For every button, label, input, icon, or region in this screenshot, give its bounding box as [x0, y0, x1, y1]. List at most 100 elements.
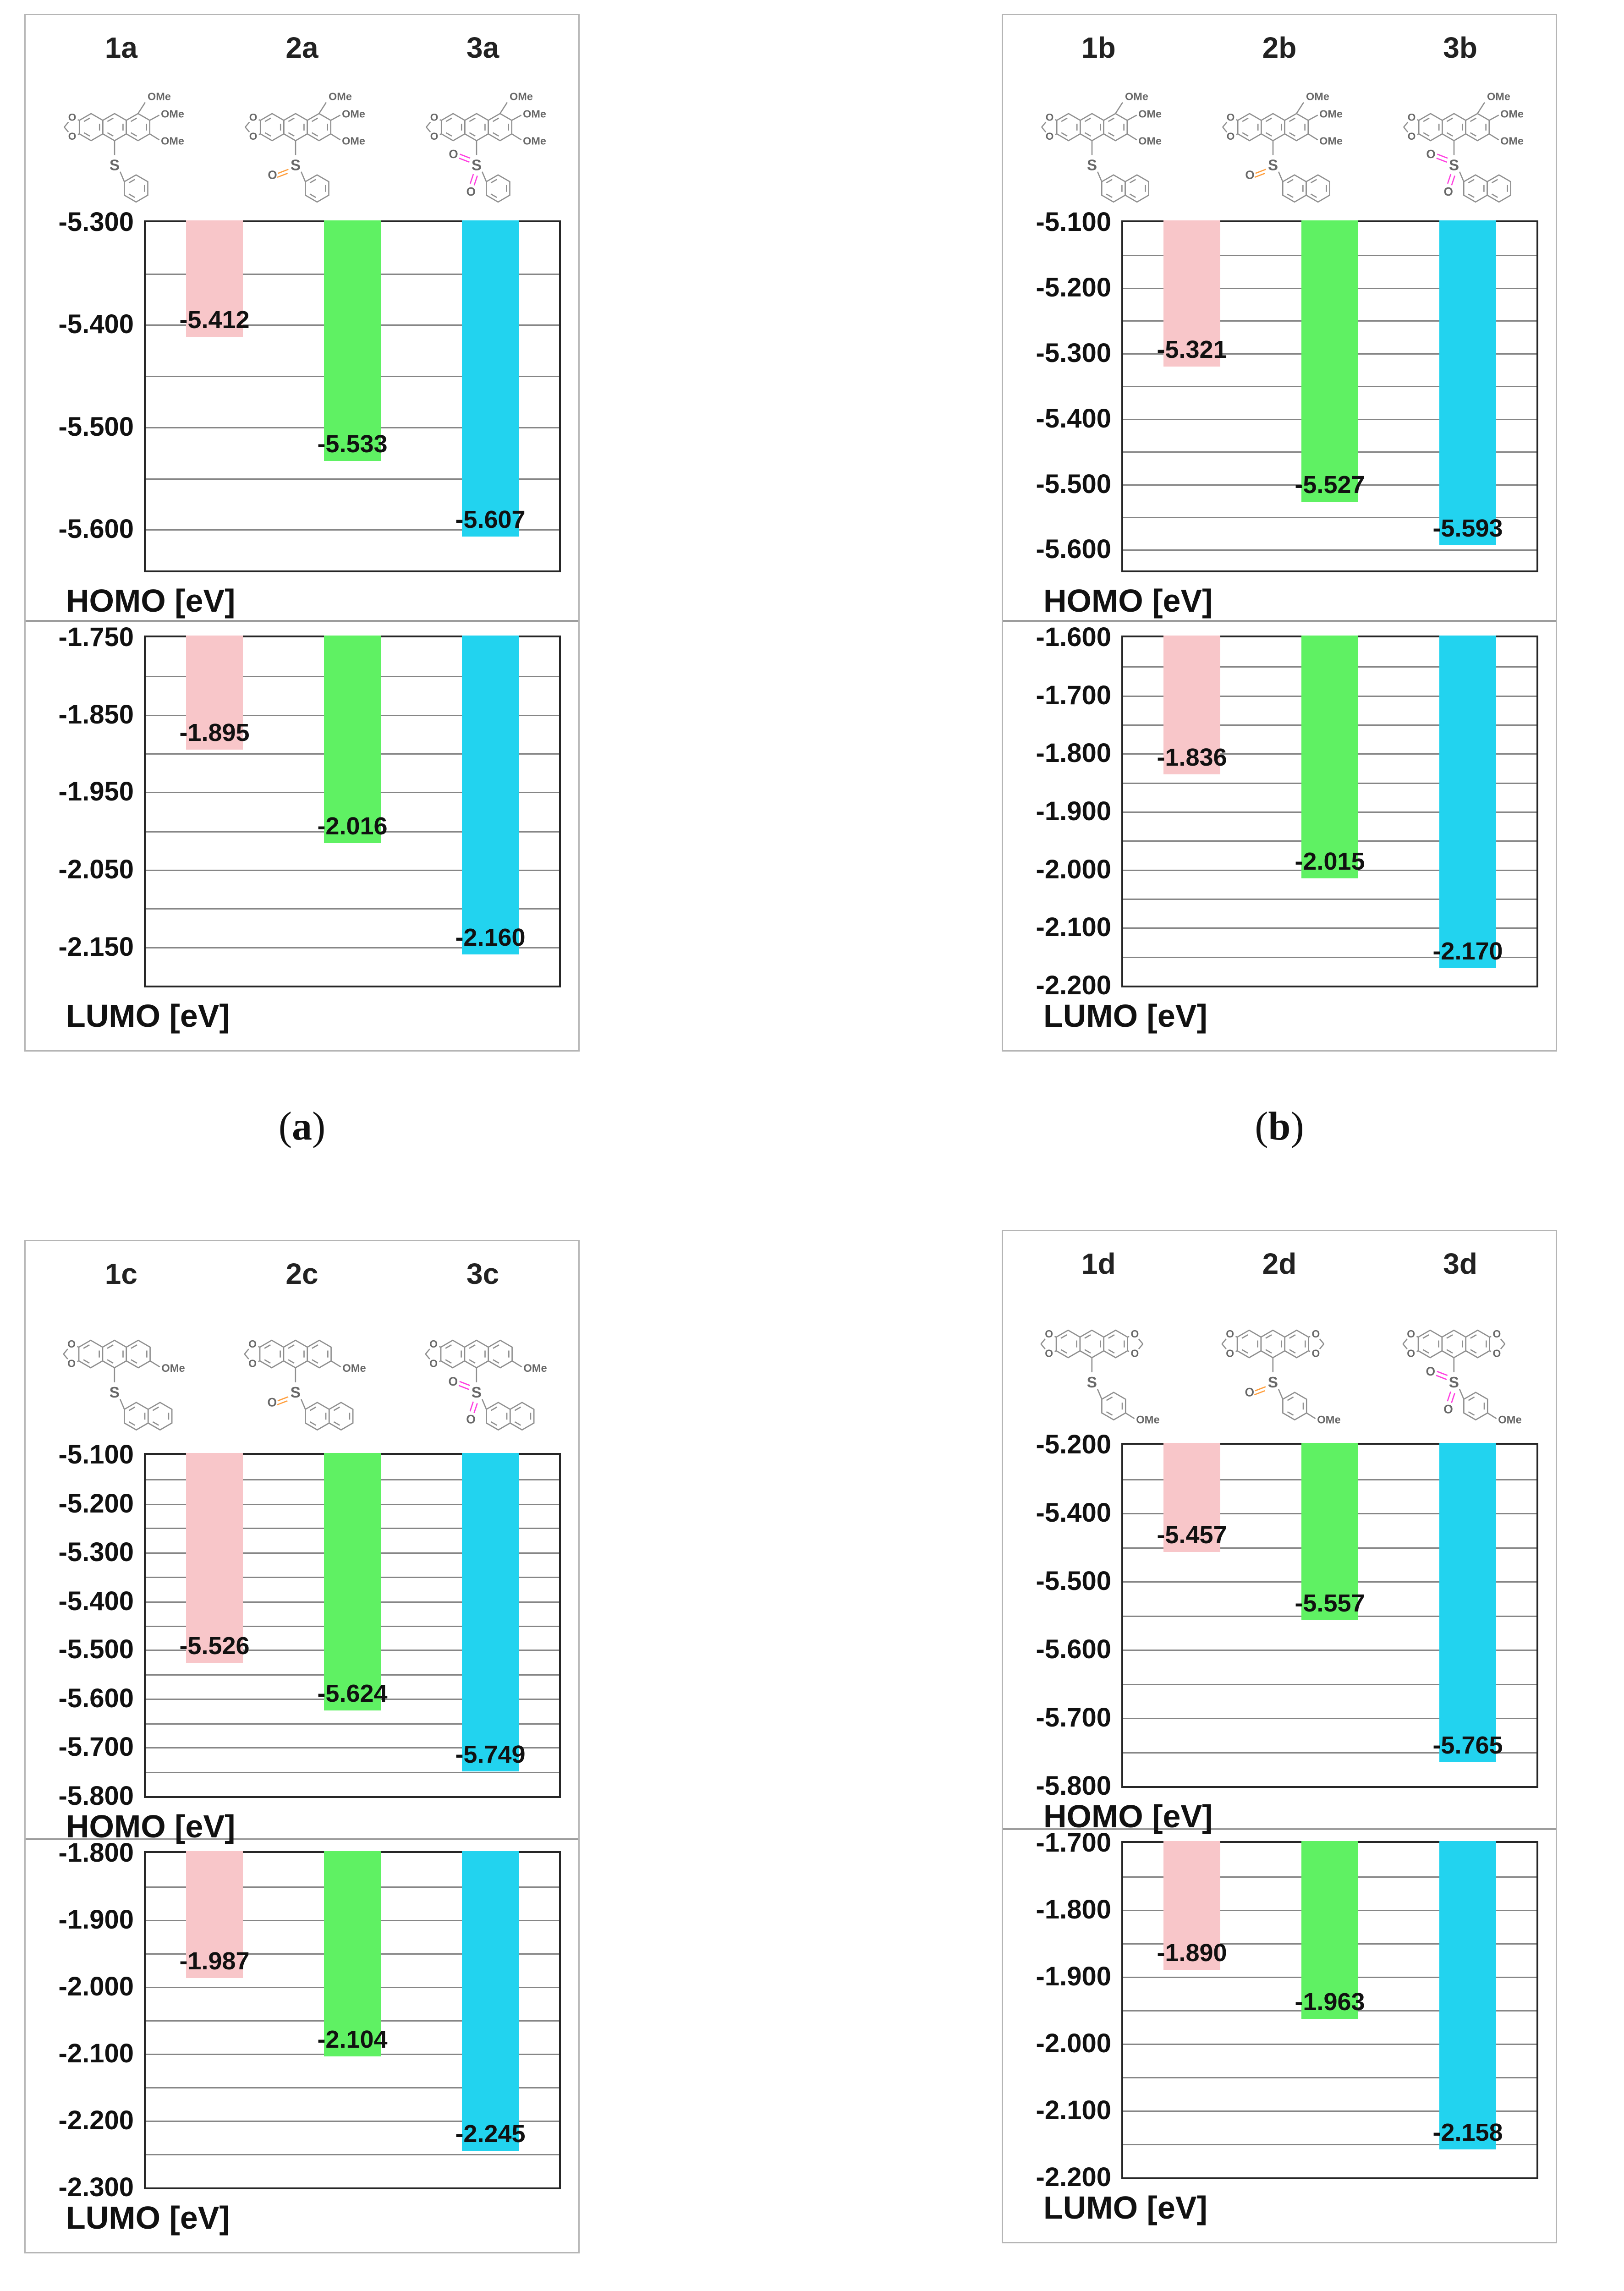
compound-label: 3b — [1443, 31, 1477, 64]
panel-divider — [26, 1838, 578, 1840]
compound-label: 2b — [1262, 31, 1297, 64]
y-axis-tick-label: -1.700 — [1036, 680, 1111, 710]
svg-text:O: O — [466, 185, 475, 198]
gridline — [1123, 957, 1536, 958]
svg-text:S: S — [1448, 1374, 1459, 1391]
y-axis-tick-label: -5.700 — [1036, 1703, 1111, 1732]
compound-2a: 2a O O OMe OMe OMe S O — [213, 28, 391, 208]
svg-text:O: O — [249, 131, 258, 142]
svg-text:O: O — [1226, 1347, 1234, 1359]
y-axis-tick-label: -2.200 — [1036, 970, 1111, 1000]
svg-text:O: O — [429, 1338, 438, 1350]
compound-1d: 1d O O O O S OMe — [1010, 1244, 1188, 1433]
y-axis-tick-label: -2.100 — [58, 2039, 134, 2068]
chart-lumo-d: -1.700 -1.800 -1.900 -2.000 -2.100 -2.200 -1.8… — [1003, 1828, 1556, 2233]
svg-text:O: O — [268, 168, 277, 181]
chart-homo-d: -5.200 -5.400 -5.500 -5.600 -5.700 -5.800 -5.4… — [1003, 1430, 1556, 1834]
compound-1b: 1b O O OMe OMe OMe S — [1010, 28, 1188, 208]
bar-value-label: -2.158 — [1432, 2119, 1503, 2146]
svg-text:OMe: OMe — [1487, 90, 1510, 102]
svg-text:O: O — [1245, 1386, 1254, 1399]
y-axis-tick-label: -2.300 — [58, 2172, 134, 2202]
plot-area: -5.100 -5.200 -5.300 -5.400 -5.500 -5.600 -5.7… — [59, 1440, 561, 1811]
structures-row-c: 1c O O OMe S 2c O O OMe S O 3c O O OMe S O O — [26, 1241, 578, 1443]
plot-area: -5.200 -5.400 -5.500 -5.600 -5.700 -5.800 -5.4… — [1036, 1430, 1538, 1801]
svg-text:OMe: OMe — [148, 90, 171, 102]
y-axis-tick-label: -5.500 — [58, 1634, 134, 1664]
svg-text:OMe: OMe — [1319, 135, 1343, 147]
svg-text:O: O — [1492, 1328, 1501, 1340]
bar-2b: -5.527 — [1295, 220, 1365, 502]
y-axis-tick-label: -5.400 — [58, 309, 134, 339]
bar-1c: -1.987 — [179, 1851, 250, 1978]
plot-area: -1.750 -1.850 -1.950 -2.050 -2.150 -1.895 -2.0… — [59, 622, 561, 987]
svg-text:S: S — [472, 156, 482, 173]
gridline — [146, 1747, 559, 1748]
y-axis-tick-label: -2.050 — [58, 855, 134, 884]
bar-value-label: -1.987 — [179, 1947, 250, 1975]
gridline — [1123, 549, 1536, 551]
bar-value-label: -5.607 — [455, 506, 526, 533]
bar-1d: -5.457 — [1157, 1443, 1227, 1552]
structures-row-d: 1d O O O O S OMe 2d O O O O S O OMe 3d O O O O S O O OMe — [1003, 1231, 1556, 1433]
y-axis-tick-label: -2.200 — [1036, 2162, 1111, 2192]
chart-homo-b: -5.100 -5.200 -5.300 -5.400 -5.500 -5.600 -5.3… — [1003, 207, 1556, 620]
svg-text:O: O — [1443, 1403, 1453, 1416]
bar-value-label: -5.412 — [179, 306, 250, 334]
bar-value-label: -2.170 — [1432, 937, 1503, 965]
svg-text:O: O — [68, 1357, 76, 1369]
svg-text:O: O — [1046, 111, 1054, 123]
compound-3a: 3a O O OMe OMe OMe S O O — [394, 28, 572, 208]
gridline — [146, 1772, 559, 1773]
compound-label: 2d — [1262, 1247, 1297, 1280]
svg-text:O: O — [1407, 111, 1416, 123]
axis-title: LUMO [eV] — [66, 2200, 230, 2236]
panel-a: 1a O O OMe OMe OMe S 2a O O OMe OMe OMe S O 3a O O OMe OMe O… — [24, 14, 580, 1052]
gridline — [1123, 927, 1536, 929]
svg-text:O: O — [1245, 168, 1254, 181]
gridline — [1123, 1684, 1536, 1685]
panel-divider — [1003, 620, 1556, 622]
svg-text:OMe: OMe — [342, 1362, 366, 1375]
caption-a: (a) — [278, 1104, 326, 1149]
bar-1a: -5.412 — [179, 220, 250, 337]
svg-text:O: O — [1227, 111, 1235, 123]
y-axis-tick-label: -1.700 — [1036, 1828, 1111, 1858]
compound-1c: 1c O O OMe S — [32, 1254, 210, 1443]
gridline — [146, 2121, 559, 2122]
y-axis-tick-label: -5.100 — [58, 1440, 134, 1469]
y-axis-tick-label: -2.000 — [1036, 855, 1111, 884]
svg-text:OMe: OMe — [1306, 90, 1329, 102]
bar-value-label: -2.015 — [1295, 848, 1365, 875]
gridline — [1123, 2144, 1536, 2145]
chart-homo-c: -5.100 -5.200 -5.300 -5.400 -5.500 -5.600 -5.7… — [26, 1440, 578, 1844]
y-axis-tick-label: -5.200 — [1036, 273, 1111, 302]
axis-title: HOMO [eV] — [66, 583, 236, 619]
panel-d: 1d O O O O S OMe 2d O O O O S O OMe 3d O O O O S O O OMe -5.200… — [1002, 1230, 1557, 2243]
bar-value-label: -2.104 — [317, 2026, 388, 2053]
svg-text:O: O — [1407, 131, 1416, 142]
y-axis-tick-label: -5.600 — [58, 514, 134, 544]
gridline — [146, 2154, 559, 2155]
structure-1a: OO OMe OMe OMe S — [64, 90, 184, 203]
y-axis-tick-label: -5.100 — [1036, 207, 1111, 237]
svg-text:S: S — [1268, 156, 1278, 173]
panel-c: 1c O O OMe S 2c O O OMe S O 3c O O OMe S O O -5.100 -5.200… — [24, 1240, 580, 2253]
svg-text:O: O — [249, 111, 258, 123]
svg-text:OMe: OMe — [161, 108, 184, 120]
compound-3d: 3d O O O O S O O OMe — [1371, 1244, 1549, 1433]
y-axis-tick-label: -5.500 — [1036, 469, 1111, 499]
bar-value-label: -5.624 — [317, 1680, 388, 1707]
bar-value-label: -2.160 — [455, 924, 526, 951]
gridline — [146, 870, 559, 871]
bar-value-label: -5.533 — [317, 430, 388, 458]
bar-value-label: -5.765 — [1432, 1732, 1503, 1759]
compound-1a: 1a O O OMe OMe OMe S — [32, 28, 210, 208]
y-axis-tick-label: -5.500 — [1036, 1566, 1111, 1596]
svg-text:OMe: OMe — [523, 135, 546, 147]
bar-value-label: -2.016 — [317, 812, 388, 840]
caption-b: (b) — [1255, 1104, 1304, 1149]
chart-lumo-b: -1.600 -1.700 -1.800 -1.900 -2.000 -2.100 -2.2… — [1003, 622, 1556, 1048]
